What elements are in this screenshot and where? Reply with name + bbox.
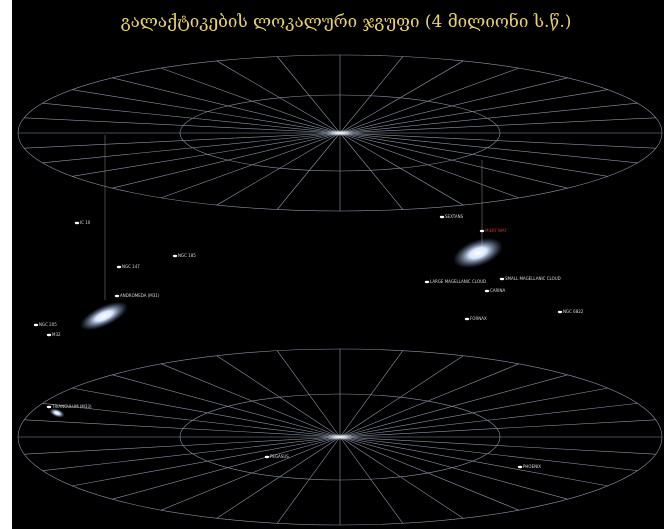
radial-line [339, 67, 519, 134]
galaxy-label: MILKY WAY [485, 228, 507, 233]
galaxy-mark [74, 221, 80, 225]
radial-line [339, 403, 638, 438]
radial-line [161, 67, 341, 134]
radial-line [72, 436, 341, 487]
radial-line [24, 132, 341, 149]
radial-line [276, 132, 341, 210]
radial-line [339, 436, 568, 500]
background [12, 0, 664, 529]
radial-line [24, 419, 341, 438]
galaxy-label: IC 10 [80, 220, 91, 225]
radial-line [72, 132, 341, 177]
radial-line [339, 436, 464, 519]
radial-line [42, 436, 341, 471]
radial-line [112, 436, 341, 500]
radial-line [339, 132, 568, 189]
radial-line [339, 117, 656, 134]
radial-line [339, 132, 638, 164]
galaxy-mark [116, 265, 122, 269]
radial-line [339, 102, 638, 134]
radial-line [72, 387, 341, 438]
radial-line [216, 132, 341, 206]
grid-discs [17, 54, 663, 526]
andromeda-galaxy [80, 301, 128, 331]
galaxy-mark [46, 333, 52, 337]
radial-line [339, 132, 464, 206]
galaxy-mark [114, 294, 120, 298]
galaxy-label: SMALL MAGELLANIC CLOUD [505, 276, 561, 281]
galaxy-label: M32 [52, 332, 61, 337]
radial-line [339, 363, 520, 438]
galaxy-mark [264, 455, 270, 459]
radial-line [339, 89, 608, 134]
radial-line [339, 387, 608, 438]
galaxy-mark [439, 215, 445, 219]
galaxy-label: LARGE MAGELLANIC CLOUD [430, 279, 486, 284]
radial-line [339, 60, 464, 134]
radial-line [339, 436, 656, 455]
radial-line [339, 436, 520, 511]
galaxy-mark [172, 254, 178, 258]
radial-line [72, 89, 341, 134]
radial-line [339, 350, 404, 438]
galaxy-label: FORNAX [470, 316, 487, 321]
radial-line [339, 436, 608, 487]
galaxy-mark [33, 323, 39, 327]
radial-line [339, 374, 568, 438]
radial-line [339, 419, 656, 438]
galaxy-mark [499, 277, 505, 281]
radial-line [339, 436, 638, 471]
radial-line [339, 132, 404, 210]
radial-line [112, 132, 341, 189]
radial-line [216, 60, 341, 134]
radial-line [339, 132, 656, 149]
radial-line [339, 436, 404, 524]
radial-line [339, 355, 464, 438]
milky-way-galaxy [453, 237, 503, 269]
galaxy-label: NGC 205 [39, 322, 57, 327]
galaxy-label: SEXTANS [445, 214, 464, 219]
galaxy-label: CARINA [490, 288, 505, 293]
radial-line [216, 436, 341, 519]
galaxy-label: NGC 6822 [563, 309, 584, 314]
radial-line [161, 132, 341, 199]
galaxy-label: ANDROMEDA (M31) [120, 293, 160, 298]
galaxy-mark [464, 317, 470, 321]
galaxy-label: NGC 185 [178, 253, 196, 258]
galaxy-mark [484, 289, 490, 293]
radial-line [24, 117, 341, 134]
radial-line [276, 350, 341, 438]
galaxy-mark [517, 465, 523, 469]
radial-line [339, 77, 568, 134]
radial-line [216, 355, 341, 438]
radial-line [24, 436, 341, 455]
radial-line [276, 436, 341, 524]
bottom-center-glow [326, 434, 354, 440]
triangulum-galaxy [49, 408, 65, 418]
top-center-glow [326, 130, 354, 136]
radial-line [42, 403, 341, 438]
radial-line [42, 132, 341, 164]
radial-line [112, 77, 341, 134]
radial-line [42, 102, 341, 134]
radial-line [339, 132, 608, 177]
radial-line [160, 436, 341, 511]
galaxy-label: PHOENIX [523, 464, 541, 469]
radial-line [160, 363, 341, 438]
title: გალაქტიკების ლოკალური ჯგუფი (4 მილიონი ს… [121, 12, 572, 32]
galaxy-mark [479, 229, 485, 233]
galaxy-mark [46, 405, 52, 409]
galaxy-label: NGC 147 [122, 264, 140, 269]
radial-line [276, 56, 341, 134]
radial-line [112, 374, 341, 438]
radial-line [339, 56, 404, 134]
galaxy-mark [424, 280, 430, 284]
galaxy-label: PEGASUS [270, 454, 289, 459]
radial-line [339, 132, 519, 199]
galaxy-mark [557, 310, 563, 314]
galaxy-label: TRIANGULUM (M33) [51, 404, 92, 409]
